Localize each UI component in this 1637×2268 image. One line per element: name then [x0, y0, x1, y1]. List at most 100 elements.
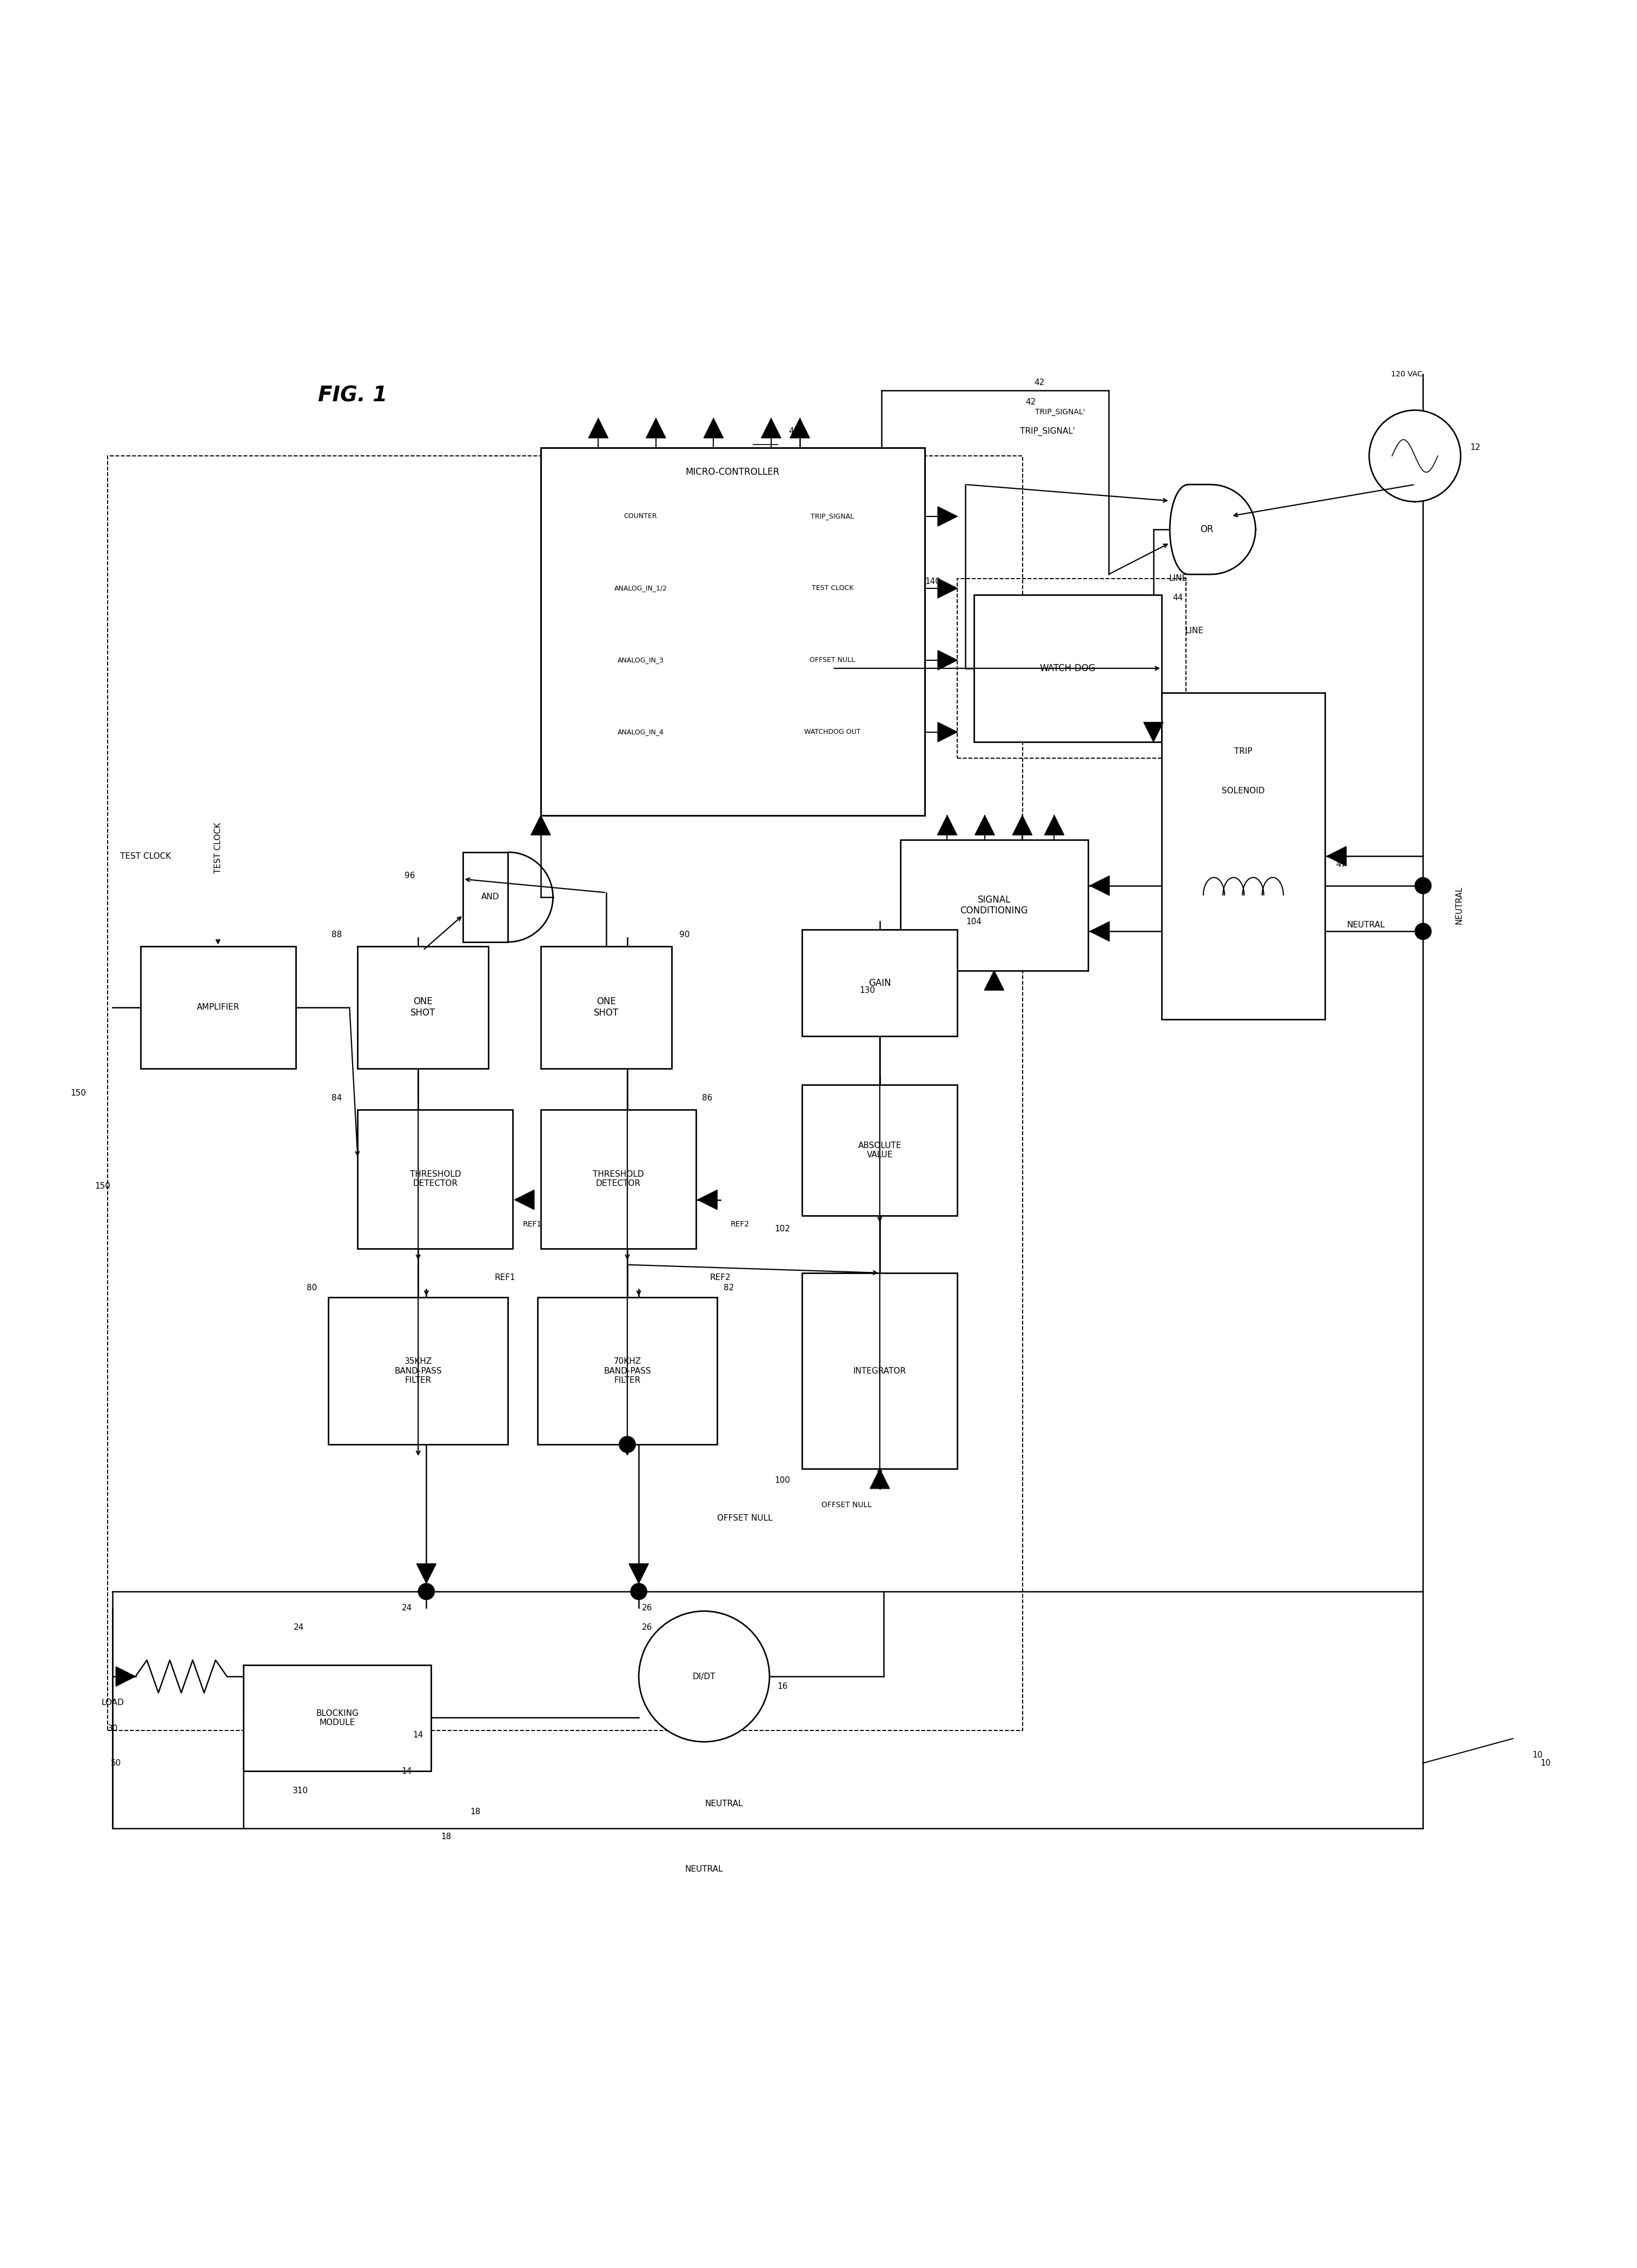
- Text: 150: 150: [70, 1089, 87, 1098]
- Polygon shape: [1013, 816, 1033, 835]
- Text: LINE: LINE: [1185, 626, 1203, 635]
- Text: REF1: REF1: [494, 1275, 516, 1281]
- Text: 44: 44: [1172, 594, 1184, 601]
- Polygon shape: [1044, 816, 1064, 835]
- Text: ANALOG_IN_1/2: ANALOG_IN_1/2: [614, 585, 666, 592]
- Circle shape: [417, 1583, 434, 1599]
- FancyBboxPatch shape: [1162, 692, 1324, 1021]
- Text: ONE
SHOT: ONE SHOT: [411, 998, 435, 1018]
- Text: REF1: REF1: [522, 1220, 542, 1227]
- Text: TRIP: TRIP: [1234, 748, 1252, 755]
- Text: 40: 40: [789, 426, 799, 435]
- Text: 96: 96: [404, 871, 416, 880]
- FancyBboxPatch shape: [540, 447, 925, 816]
- Text: 47: 47: [1336, 860, 1347, 869]
- Text: SOLENOID: SOLENOID: [1221, 787, 1265, 794]
- FancyBboxPatch shape: [359, 1109, 512, 1247]
- Circle shape: [1369, 411, 1460, 501]
- Text: 18: 18: [470, 1808, 481, 1817]
- Text: 12: 12: [1470, 445, 1480, 451]
- FancyBboxPatch shape: [537, 1297, 717, 1445]
- Text: ANALOG_IN_4: ANALOG_IN_4: [617, 728, 663, 735]
- Text: 10: 10: [1540, 1760, 1550, 1767]
- Circle shape: [638, 1610, 769, 1742]
- Polygon shape: [589, 417, 607, 438]
- Text: AND: AND: [481, 894, 499, 900]
- Text: BLOCKING
MODULE: BLOCKING MODULE: [316, 1710, 359, 1726]
- Circle shape: [1414, 878, 1431, 894]
- Text: REF2: REF2: [710, 1275, 730, 1281]
- Text: 26: 26: [642, 1603, 652, 1613]
- Text: TEST CLOCK: TEST CLOCK: [120, 853, 170, 860]
- Text: 30: 30: [108, 1724, 118, 1733]
- Text: 16: 16: [778, 1683, 787, 1690]
- Text: 86: 86: [702, 1093, 712, 1102]
- Polygon shape: [869, 1470, 889, 1488]
- FancyBboxPatch shape: [802, 930, 958, 1036]
- Polygon shape: [530, 816, 550, 835]
- Text: 88: 88: [331, 930, 342, 939]
- Text: 42: 42: [1026, 397, 1036, 406]
- Text: 82: 82: [724, 1284, 733, 1293]
- Text: OFFSET NULL: OFFSET NULL: [717, 1515, 773, 1522]
- Text: TEST CLOCK: TEST CLOCK: [812, 585, 853, 592]
- Circle shape: [619, 1436, 635, 1452]
- Text: 150: 150: [95, 1182, 111, 1191]
- Polygon shape: [938, 651, 958, 669]
- Text: 310: 310: [293, 1787, 308, 1794]
- Text: THRESHOLD
DETECTOR: THRESHOLD DETECTOR: [409, 1170, 462, 1188]
- Polygon shape: [1144, 721, 1164, 742]
- FancyBboxPatch shape: [540, 946, 671, 1068]
- FancyBboxPatch shape: [802, 1084, 958, 1216]
- Text: 80: 80: [306, 1284, 318, 1293]
- Text: NEUTRAL: NEUTRAL: [1455, 887, 1463, 925]
- Text: NEUTRAL: NEUTRAL: [684, 1864, 724, 1873]
- Text: 102: 102: [774, 1225, 791, 1234]
- Text: INTEGRATOR: INTEGRATOR: [853, 1368, 907, 1374]
- Text: 24: 24: [293, 1624, 304, 1631]
- Text: OFFSET NULL: OFFSET NULL: [822, 1501, 871, 1508]
- Polygon shape: [1090, 921, 1110, 941]
- Polygon shape: [116, 1667, 136, 1687]
- Text: LINE: LINE: [1169, 574, 1187, 583]
- Polygon shape: [647, 417, 666, 438]
- Text: 14: 14: [413, 1730, 424, 1740]
- Polygon shape: [629, 1563, 648, 1583]
- Text: GAIN: GAIN: [869, 978, 891, 989]
- Text: 50: 50: [111, 1760, 121, 1767]
- Polygon shape: [697, 1191, 717, 1209]
- Text: FIG. 1: FIG. 1: [318, 386, 388, 406]
- Polygon shape: [938, 816, 958, 835]
- Text: ABSOLUTE
VALUE: ABSOLUTE VALUE: [858, 1141, 902, 1159]
- Text: 10: 10: [1532, 1751, 1542, 1760]
- Text: ONE
SHOT: ONE SHOT: [594, 998, 619, 1018]
- Text: TRIP_SIGNAL': TRIP_SIGNAL': [1035, 408, 1085, 415]
- FancyBboxPatch shape: [141, 946, 296, 1068]
- Text: LOAD: LOAD: [101, 1699, 124, 1706]
- Text: 130: 130: [859, 987, 876, 993]
- Polygon shape: [1326, 846, 1346, 866]
- Text: 120 VAC: 120 VAC: [1391, 370, 1423, 379]
- Polygon shape: [938, 721, 958, 742]
- Text: ANALOG_IN_3: ANALOG_IN_3: [617, 658, 663, 665]
- FancyBboxPatch shape: [974, 594, 1162, 742]
- Text: 140: 140: [925, 578, 941, 585]
- Text: OFFSET NULL: OFFSET NULL: [810, 658, 855, 665]
- Polygon shape: [976, 816, 995, 835]
- Text: 35KHZ
BAND-PASS
FILTER: 35KHZ BAND-PASS FILTER: [395, 1359, 442, 1383]
- Text: REF2: REF2: [730, 1220, 750, 1227]
- Polygon shape: [791, 417, 810, 438]
- Text: THRESHOLD
DETECTOR: THRESHOLD DETECTOR: [593, 1170, 643, 1188]
- Text: TRIP_SIGNAL: TRIP_SIGNAL: [810, 513, 855, 519]
- Text: OR: OR: [1200, 524, 1213, 535]
- Polygon shape: [1170, 485, 1256, 574]
- Text: 104: 104: [966, 919, 982, 925]
- Polygon shape: [463, 853, 507, 941]
- Text: NEUTRAL: NEUTRAL: [704, 1801, 743, 1808]
- Text: 18: 18: [440, 1833, 452, 1842]
- Text: TEST CLOCK: TEST CLOCK: [214, 823, 223, 873]
- Polygon shape: [416, 1563, 435, 1583]
- Text: MICRO-CONTROLLER: MICRO-CONTROLLER: [686, 467, 779, 476]
- Text: 90: 90: [679, 930, 689, 939]
- FancyBboxPatch shape: [900, 839, 1089, 971]
